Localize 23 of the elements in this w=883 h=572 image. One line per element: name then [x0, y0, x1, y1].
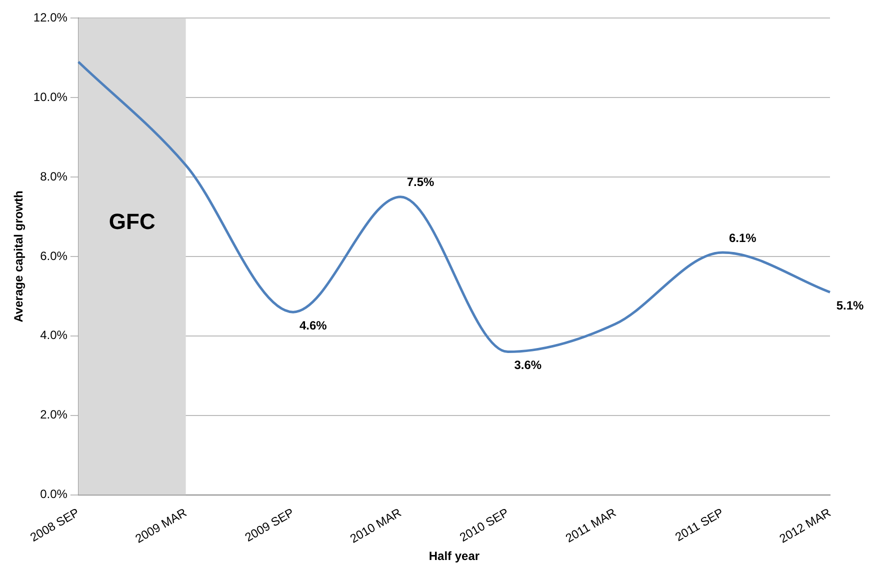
y-tick-label: 4.0%: [40, 328, 68, 342]
y-tick-label: 2.0%: [40, 408, 68, 422]
x-tick-label: 2011 SEP: [672, 505, 726, 544]
x-tick-label: 2010 MAR: [348, 505, 404, 546]
y-tick-label: 6.0%: [40, 248, 68, 263]
band-label: GFC: [108, 209, 156, 234]
x-axis-title: Half year: [428, 549, 480, 564]
x-tick-label: 2009 MAR: [132, 505, 190, 546]
data-label: 6.1%: [728, 230, 757, 245]
data-label: 7.5%: [406, 175, 435, 190]
x-tick-label: 2011 MAR: [563, 505, 619, 546]
data-label: 5.1%: [836, 298, 864, 313]
y-axis-title: Average capital growth: [12, 190, 26, 322]
data-label: 3.6%: [514, 358, 542, 372]
x-tick-label: 2008 SEP: [28, 505, 82, 545]
x-tick-label: 2012 MAR: [777, 505, 834, 546]
y-tick-label: 10.0%: [33, 90, 68, 104]
x-tick-label: 2009 SEP: [242, 505, 296, 545]
y-tick-label: 0.0%: [40, 487, 68, 502]
data-label: 4.6%: [299, 318, 328, 332]
x-tick-label: 2010 SEP: [457, 505, 512, 545]
y-tick-label: 8.0%: [40, 169, 68, 184]
y-tick-label: 12.0%: [33, 10, 68, 25]
